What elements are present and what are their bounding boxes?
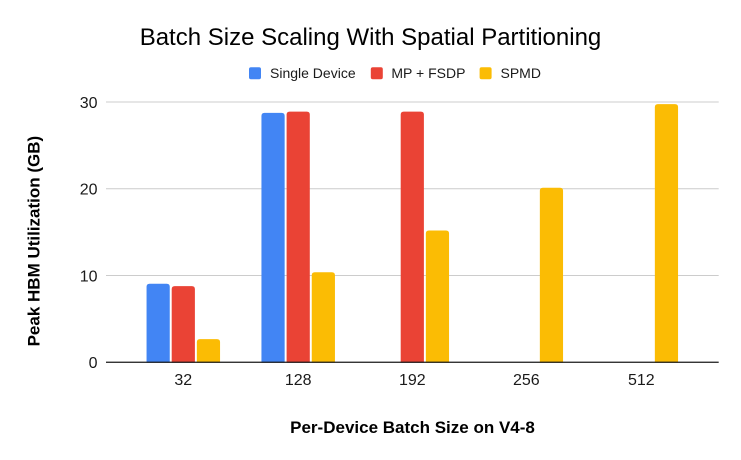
- svg-text:192: 192: [399, 372, 426, 389]
- svg-text:Peak HBM Utilization (GB): Peak HBM Utilization (GB): [25, 136, 44, 347]
- svg-text:SPMD: SPMD: [501, 65, 541, 81]
- svg-text:30: 30: [80, 95, 98, 112]
- svg-text:Batch Size Scaling With Spatia: Batch Size Scaling With Spatial Partitio…: [140, 24, 602, 51]
- svg-text:20: 20: [80, 182, 98, 199]
- svg-text:MP + FSDP: MP + FSDP: [391, 65, 465, 81]
- svg-text:Single Device: Single Device: [270, 65, 356, 81]
- svg-text:32: 32: [174, 372, 192, 389]
- svg-text:10: 10: [80, 269, 98, 286]
- svg-text:0: 0: [89, 355, 98, 372]
- svg-text:256: 256: [513, 372, 540, 389]
- svg-text:Per-Device Batch Size on V4-8: Per-Device Batch Size on V4-8: [290, 418, 535, 437]
- svg-text:512: 512: [628, 372, 655, 389]
- svg-text:128: 128: [285, 372, 312, 389]
